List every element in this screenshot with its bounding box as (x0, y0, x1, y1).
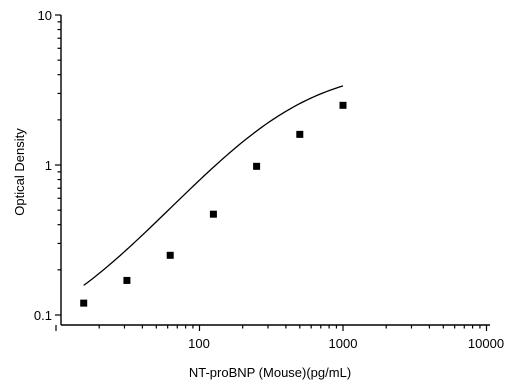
data-point (80, 299, 88, 307)
x-tick-label: 100 (188, 336, 210, 351)
data-point (166, 251, 174, 259)
data-points (80, 101, 347, 307)
data-point (123, 276, 131, 284)
data-point (296, 130, 304, 138)
x-tick-label: 1000 (329, 336, 358, 351)
data-point (209, 210, 217, 218)
axes (60, 15, 490, 326)
x-tick-label: 10000 (468, 336, 504, 351)
y-axis-title: Optical Density (12, 128, 27, 216)
y-tick-label: 0.1 (34, 308, 52, 323)
y-ticks (55, 14, 61, 316)
y-tick-label: 1 (45, 158, 52, 173)
x-tick-labels: 100 1000 10000 (188, 336, 504, 351)
x-axis-title: NT-proBNP (Mouse)(pg/mL) (189, 365, 351, 380)
data-point (253, 162, 261, 170)
data-point (339, 101, 347, 109)
y-tick-labels: 0.1 1 10 (34, 8, 52, 323)
fit-curve (83, 85, 344, 286)
x-ticks (55, 325, 488, 331)
y-tick-label: 10 (38, 8, 52, 23)
